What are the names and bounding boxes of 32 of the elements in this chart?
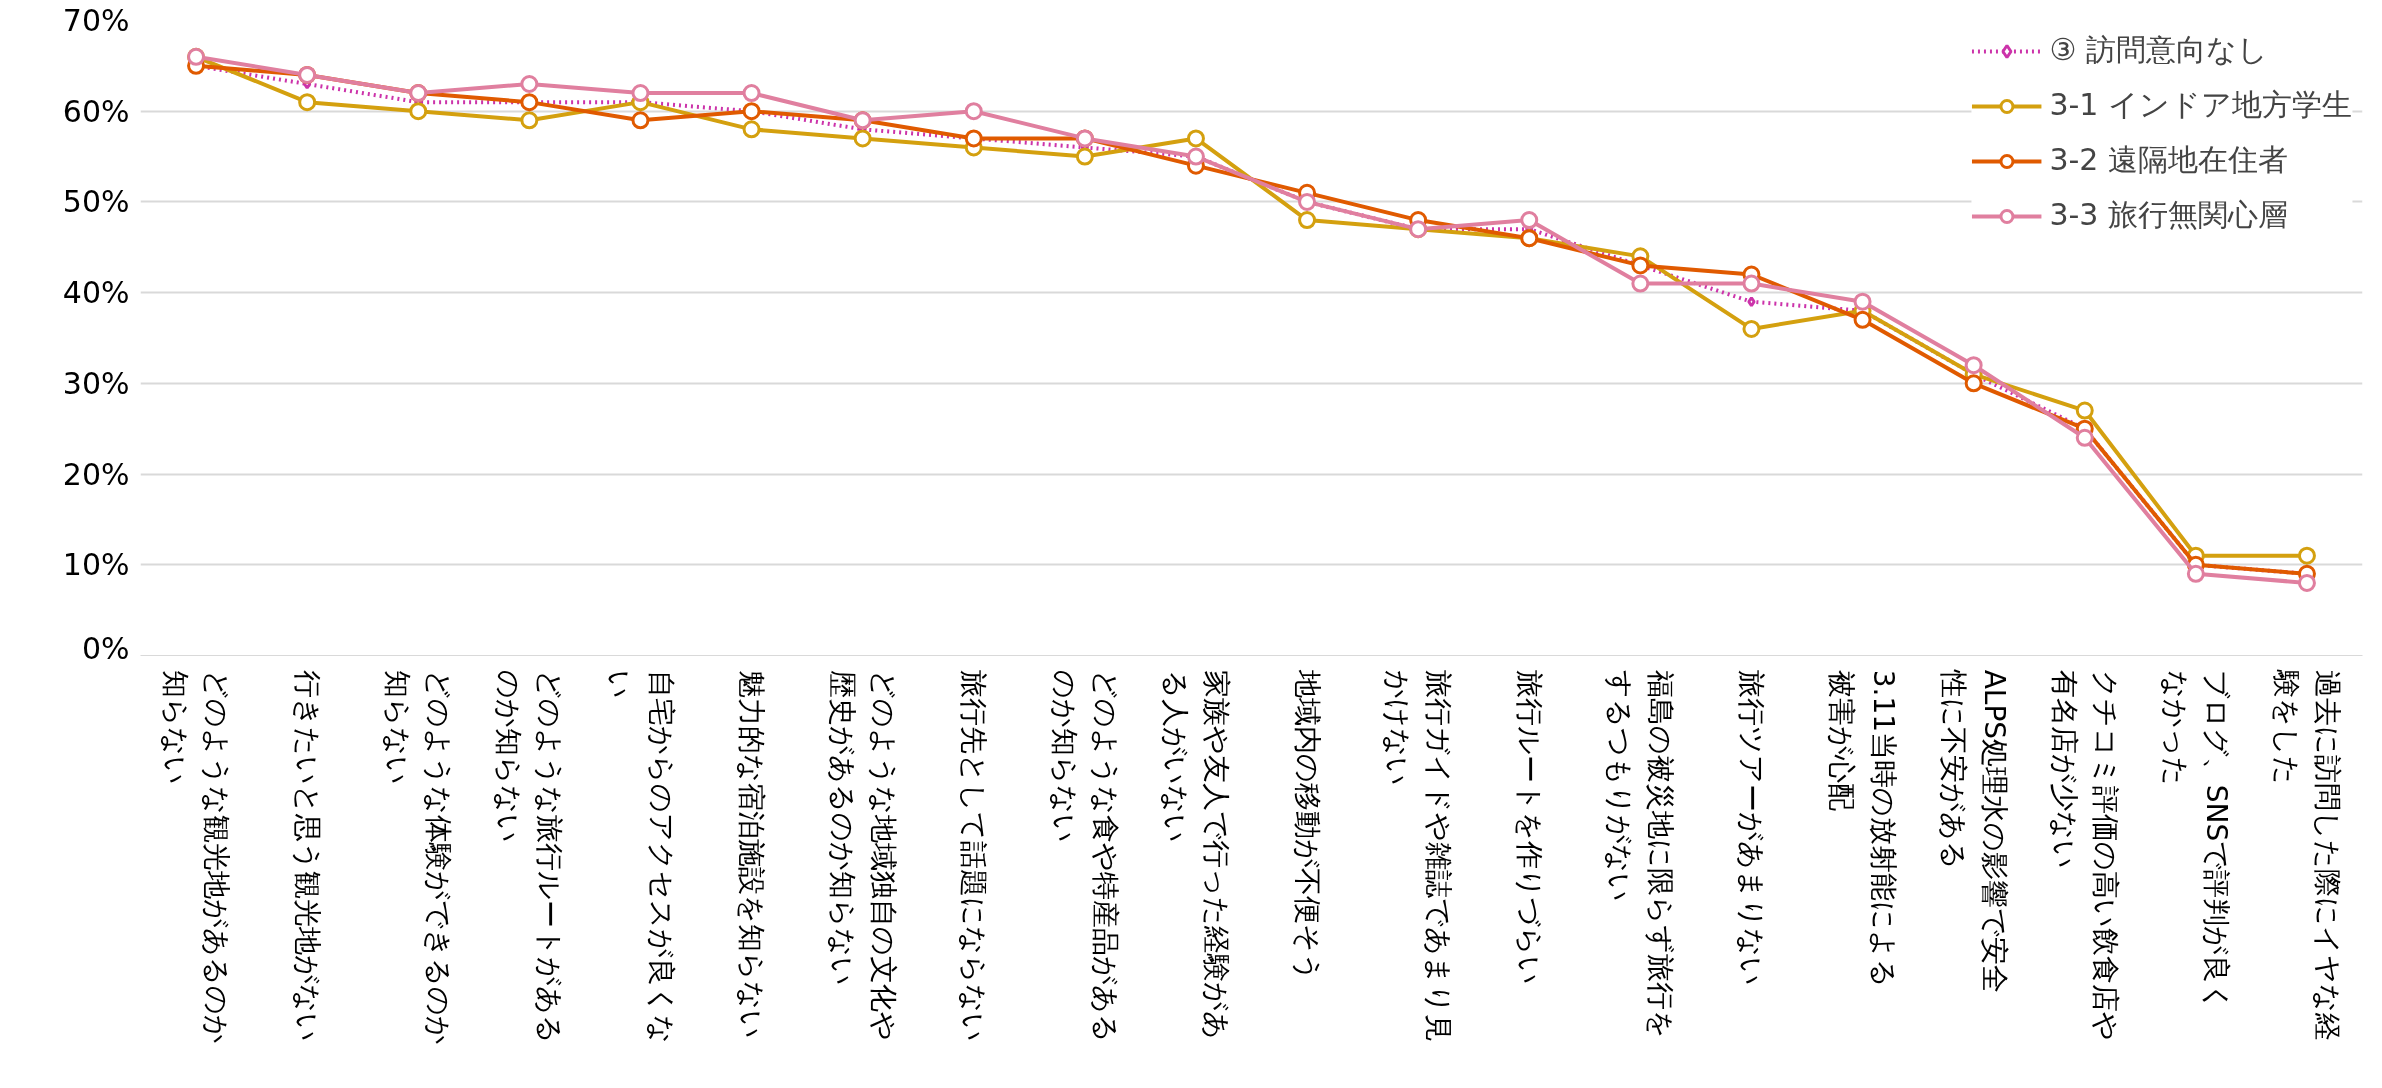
- x-tick-label: クチコミ評価の高い飲食店や有名店が少ない: [2047, 669, 2122, 1041]
- x-tick-label: どのような旅行ルートがあるのか知らない: [492, 669, 567, 1044]
- y-tick-label: 70%: [62, 3, 130, 38]
- x-tick-label: 福島の被災地に限らず旅行をするつもりがない: [1603, 669, 1678, 1039]
- x-tick-label: 魅力的な宿泊施設を知らない: [735, 669, 769, 1039]
- x-tick-label: ブログ、SNSで評判が良くなかった: [2158, 669, 2233, 1013]
- x-tick-label: 行きたいと思う観光地がない: [290, 669, 324, 1042]
- x-tick-label: 過去に訪問した際にイヤな経験をした: [2269, 668, 2345, 1041]
- x-tick-label: 旅行ルートを作りづらい: [1512, 669, 1546, 985]
- x-tick-label: どのような食や特産品があるのか知らない: [1047, 669, 1122, 1043]
- x-tick-label: どのような体験ができるのか知らない: [381, 669, 456, 1045]
- y-tick-label: 30%: [62, 365, 130, 401]
- legend-label: 3-3 旅行無関心層: [2049, 196, 2288, 234]
- x-tick-label: 旅行先として話題にならない: [957, 669, 991, 1042]
- y-tick-label: 0%: [81, 630, 130, 666]
- y-tick-label: 20%: [62, 456, 130, 492]
- x-tick-label: 自宅からのアクセスが良くない: [603, 669, 678, 1044]
- x-tick-label: 家族や友人で行った経験がある人がいない: [1158, 669, 1234, 1040]
- x-tick-label: どのような地域独自の文化や歴史があるのか知らない: [825, 669, 900, 1041]
- y-tick-label: 60%: [62, 93, 130, 129]
- y-tick-label: 40%: [62, 275, 130, 311]
- x-tick-label: 地域内の移動が不便そう: [1290, 668, 1324, 982]
- x-tick-label: 旅行ツアーがあまりない: [1734, 669, 1768, 986]
- legend-label: ③ 訪問意向なし: [2049, 31, 2268, 69]
- x-tick-label: 旅行ガイドや雑誌であまり見かけない: [1381, 669, 1456, 1042]
- x-tick-label: 3.11当時の放射能による被害が心配: [1825, 669, 1900, 989]
- x-tick-label: どのような観光地があるのか知らない: [158, 669, 234, 1044]
- y-tick-label: 50%: [62, 184, 130, 220]
- legend-label: 3-2 遠隔地在住者: [2049, 141, 2288, 179]
- y-tick-label: 10%: [62, 547, 130, 583]
- x-tick-label: ALPS処理水の影響で安全性に不安がある: [1936, 668, 2011, 994]
- legend-label: 3-1 インドア地方学生: [2049, 86, 2352, 124]
